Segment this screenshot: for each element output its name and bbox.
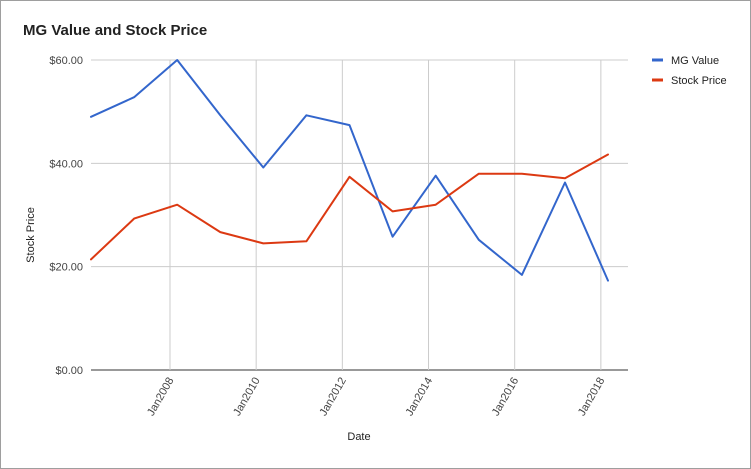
x-gridlines [169, 60, 602, 370]
legend-label: Stock Price [671, 75, 727, 87]
y-gridlines [91, 59, 628, 371]
x-tick-label: Jan2010 [231, 376, 263, 419]
series-lines [90, 59, 609, 282]
series-line-2 [90, 153, 609, 261]
x-axis-title: Date [347, 431, 370, 443]
y-axis-title: Stock Price [25, 207, 37, 263]
y-tick-label: $0.00 [55, 365, 83, 377]
x-tick-label: Jan2016 [490, 376, 522, 419]
x-tick-label: Jan2018 [576, 376, 608, 419]
legend-label: MG Value [671, 55, 719, 67]
x-tick-label: Jan2012 [317, 376, 349, 419]
legend: MG Value Stock Price [652, 55, 727, 87]
y-tick-labels: $0.00 $20.00 $40.00 $60.00 [49, 55, 83, 377]
x-tick-label: Jan2014 [404, 376, 436, 419]
y-tick-label: $20.00 [49, 262, 83, 274]
chart-title: MG Value and Stock Price [23, 22, 208, 39]
x-tick-labels: Jan2008 Jan2010 Jan2012 Jan2014 Jan2016 Jan20… [145, 376, 607, 419]
x-tick-label: Jan2008 [145, 376, 177, 419]
series-line-1 [90, 59, 609, 282]
y-tick-label: $60.00 [49, 55, 83, 67]
y-tick-label: $40.00 [49, 158, 83, 170]
